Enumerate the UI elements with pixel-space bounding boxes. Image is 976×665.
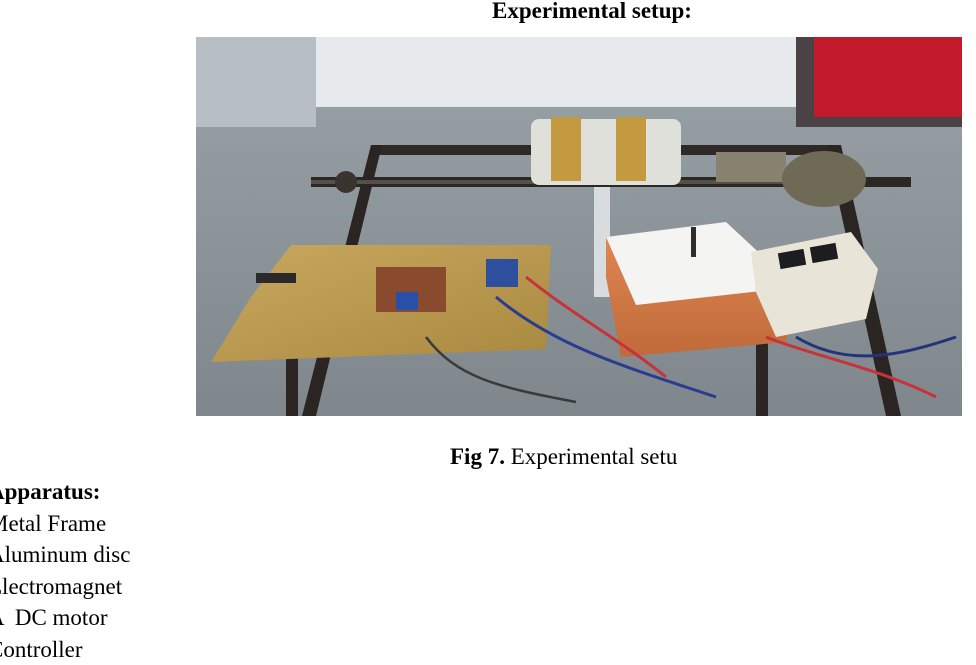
figure-caption: Fig 7. Experimental setu <box>450 444 677 470</box>
apparatus-title: Apparatus: <box>0 476 130 508</box>
section-heading: Experimental setup: <box>492 0 692 24</box>
list-item: Controller <box>0 634 130 665</box>
figure-caption-text: Experimental setu <box>511 444 678 469</box>
list-item: Metal Frame <box>0 508 130 540</box>
figure-caption-label: Fig 7. <box>450 444 505 469</box>
list-item: Electromagnet <box>0 571 130 603</box>
list-item: A DC motor <box>0 602 130 634</box>
apparatus-section: Apparatus: Metal Frame Aluminum disc Ele… <box>0 476 130 665</box>
apparatus-list: Metal Frame Aluminum disc Electromagnet … <box>0 508 130 665</box>
experimental-setup-photo <box>196 37 962 416</box>
list-item: Aluminum disc <box>0 539 130 571</box>
